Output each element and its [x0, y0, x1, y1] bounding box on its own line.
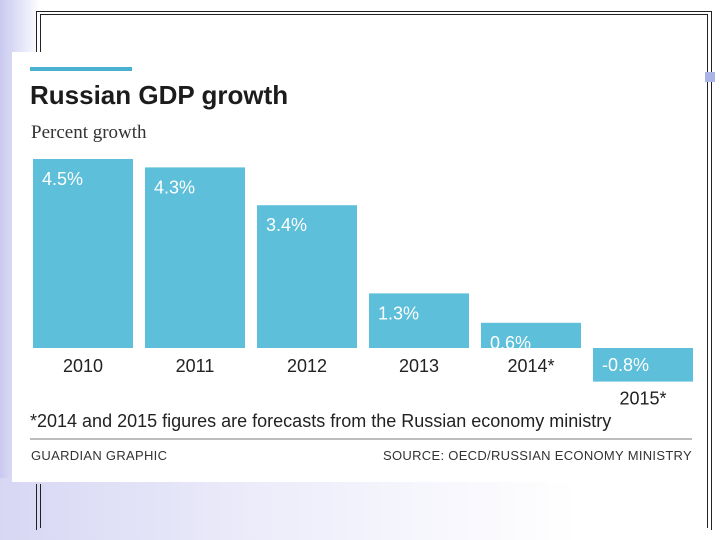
- slide-frame-left: [36, 11, 37, 57]
- title-accent-bar: [30, 67, 132, 71]
- chart-footnote: *2014 and 2015 figures are forecasts fro…: [30, 411, 612, 431]
- value-label: 1.3%: [378, 303, 419, 323]
- bar-2011: [145, 167, 245, 348]
- slide-frame-left-inner: [40, 14, 41, 57]
- bar-2012: [257, 205, 357, 348]
- value-label: 3.4%: [266, 215, 307, 235]
- slide-frame-right: [711, 11, 712, 530]
- bar-2013: [369, 293, 469, 348]
- category-label: 2013: [399, 356, 439, 376]
- bar-2014-forecast: [481, 322, 581, 348]
- source-text: SOURCE: OECD/RUSSIAN ECONOMY MINISTRY: [383, 448, 692, 463]
- slide-frame-bottom-left-inner: [40, 484, 41, 528]
- value-label: 4.3%: [154, 177, 195, 197]
- slide-frame-bottom-left: [36, 484, 37, 530]
- chart-title: Russian GDP growth: [30, 80, 289, 110]
- value-label: 0.6%: [490, 333, 531, 353]
- category-label: 2012: [287, 356, 327, 376]
- value-label: 4.5%: [42, 169, 83, 189]
- slide-frame-right-inner: [707, 14, 708, 528]
- footer-divider: [30, 438, 692, 440]
- bar-2015-forecast: [593, 348, 693, 382]
- slide-frame-top-inner: [40, 14, 708, 15]
- bar-2010: [33, 159, 133, 348]
- credit-text: GUARDIAN GRAPHIC: [31, 448, 168, 463]
- slide-frame-top: [36, 11, 712, 12]
- category-label: 2015*: [619, 389, 666, 409]
- y-axis-label: Percent growth: [31, 122, 147, 143]
- slide-bullet-marker: [705, 72, 715, 82]
- category-label: 2011: [176, 356, 215, 376]
- slide-background-bottom: [0, 478, 720, 540]
- value-label: -0.8%: [602, 355, 649, 375]
- category-label: 2014*: [507, 356, 554, 376]
- category-label: 2010: [63, 356, 103, 376]
